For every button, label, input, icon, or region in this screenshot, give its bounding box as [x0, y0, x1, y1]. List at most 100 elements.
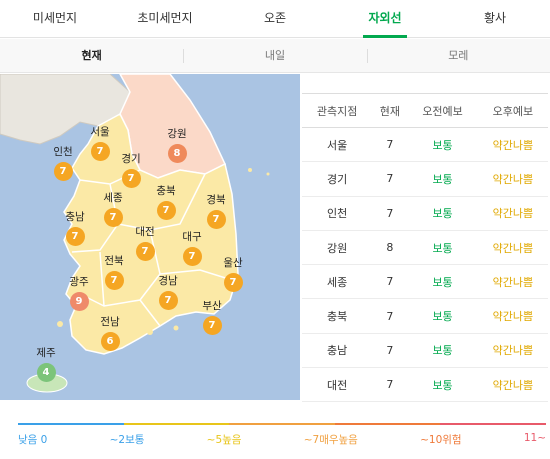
legend-label: 낮음 0 [18, 434, 48, 446]
uv-index-badge: 7 [156, 201, 176, 220]
region-marker-chungbuk[interactable]: 충북 7 [136, 185, 196, 220]
am-forecast-cell: 보통 [407, 367, 478, 403]
uv-index-badge: 7 [90, 142, 110, 161]
am-forecast-cell: 보통 [407, 230, 478, 266]
uv-index-badge: 8 [167, 144, 187, 163]
region-marker-seoul[interactable]: 서울 7 [70, 126, 130, 161]
am-forecast-cell: 보통 [407, 333, 478, 369]
island-shape [147, 329, 153, 335]
tab-today[interactable]: 현재 [81, 49, 102, 62]
col-am-header: 오전예보 [407, 93, 478, 128]
province-borders [71, 169, 233, 327]
island-shape [266, 172, 270, 176]
current-cell: 7 [372, 161, 408, 197]
tab-ozone[interactable]: 오존 [263, 11, 287, 25]
location-cell: 강원 [302, 230, 373, 266]
uv-index-badge: 7 [135, 242, 155, 261]
top-tab-bar: 미세먼지 초미세먼지 오존 자외선 황사 [0, 0, 550, 38]
location-cell: 대전 [302, 367, 373, 403]
legend-segment [123, 423, 230, 425]
pm-forecast-cell: 약간나쁨 [477, 196, 548, 231]
uv-index-badge: 7 [104, 271, 124, 290]
pm-forecast-cell: 약간나쁨 [477, 298, 548, 334]
current-cell: 7 [372, 298, 408, 334]
tab-uv[interactable]: 자외선 [330, 0, 440, 38]
legend-label: ~2보통 [109, 434, 145, 446]
region-marker-sejong[interactable]: 세종 7 [83, 192, 143, 227]
uv-forecast-table: 관측지점 현재 오전예보 오후예보 서울 7 보통 약간나쁨 경기 7 보통 약… [302, 93, 548, 403]
pm-forecast-cell: 약간나쁨 [477, 127, 548, 163]
uv-index-badge: 6 [100, 332, 120, 351]
table-row: 경기 7 보통 약간나쁨 [302, 161, 548, 197]
region-marker-gyeongnam[interactable]: 경남 7 [138, 275, 198, 310]
legend-segment [18, 423, 124, 425]
legend-label: ~7매우높음 [303, 434, 358, 446]
legend-segment [229, 423, 335, 425]
pm-forecast-cell: 약간나쁨 [477, 230, 548, 266]
am-forecast-cell: 보통 [407, 264, 478, 300]
region-marker-jeonbuk[interactable]: 전북 7 [84, 255, 144, 290]
location-cell: 충북 [302, 298, 373, 334]
legend-label: 11~ [523, 432, 546, 444]
region-marker-ulsan[interactable]: 울산 7 [203, 257, 263, 292]
legend-label: ~5높음 [206, 434, 242, 446]
am-forecast-cell: 보통 [407, 127, 478, 163]
location-cell: 서울 [302, 127, 373, 163]
legend-labels: 낮음 0 ~2보통 ~5높음 ~7매우높음 ~10위험 11~ [18, 432, 546, 447]
current-cell: 7 [372, 264, 408, 300]
tab-pm25[interactable]: 초미세먼지 [137, 11, 193, 25]
tab-pm10[interactable]: 미세먼지 [32, 11, 78, 25]
table-row: 세종 7 보통 약간나쁨 [302, 264, 548, 300]
pm-forecast-cell: 약간나쁨 [477, 367, 548, 403]
region-marker-daegu[interactable]: 대구 7 [162, 231, 222, 266]
uv-index-badge: 7 [121, 169, 141, 188]
region-marker-jeonnam[interactable]: 전남 6 [80, 316, 140, 351]
table-row: 인천 7 보통 약간나쁨 [302, 196, 548, 231]
tab-tomorrow[interactable]: 내일 [183, 39, 366, 72]
table-row: 충남 7 보통 약간나쁨 [302, 333, 548, 369]
north-land [0, 74, 131, 145]
col-current-header: 현재 [372, 93, 408, 128]
uv-index-badge: 7 [223, 273, 243, 292]
table-header-row: 관측지점 현재 오전예보 오후예보 [302, 93, 548, 128]
legend-color-bar [18, 423, 546, 425]
uv-index-badge: 4 [36, 363, 56, 382]
pm-forecast-cell: 약간나쁨 [477, 161, 548, 197]
region-marker-busan[interactable]: 부산 7 [182, 300, 242, 335]
tab-yellow-dust[interactable]: 황사 [483, 11, 507, 25]
legend-segment [440, 423, 546, 425]
current-cell: 8 [372, 230, 408, 266]
region-marker-gwangju[interactable]: 광주 9 [49, 276, 109, 311]
table-row: 충북 7 보통 약간나쁨 [302, 298, 548, 334]
legend-label: ~10위험 [420, 434, 462, 446]
current-cell: 7 [372, 367, 408, 403]
region-marker-jeju[interactable]: 제주 4 [16, 347, 76, 382]
region-marker-gyeongbuk[interactable]: 경북 7 [186, 194, 246, 229]
legend-segment [334, 423, 441, 425]
uv-index-badge: 7 [206, 210, 226, 229]
location-cell: 세종 [302, 264, 373, 300]
location-cell: 인천 [302, 196, 373, 231]
uv-index-badge: 7 [53, 162, 73, 181]
day-tab-bar: 현재 내일 모레 [0, 39, 550, 73]
table-row: 서울 7 보통 약간나쁨 [302, 127, 548, 163]
region-marker-incheon[interactable]: 인천 7 [33, 146, 93, 181]
uv-legend: 낮음 0 ~2보통 ~5높음 ~7매우높음 ~10위험 11~ [0, 423, 550, 459]
korea-map-shape [0, 74, 270, 393]
location-cell: 경기 [302, 161, 373, 197]
am-forecast-cell: 보통 [407, 298, 478, 334]
island-shape [248, 168, 252, 172]
korea-uv-map: 서울 7 강원 8 인천 7 경기 7 세종 7 충북 7 경북 7 충남 7 … [0, 74, 300, 400]
current-cell: 7 [372, 196, 408, 231]
region-marker-gyeonggi[interactable]: 경기 7 [101, 153, 161, 188]
tab-day-after-tomorrow[interactable]: 모레 [366, 39, 550, 72]
region-marker-chungnam[interactable]: 충남 7 [45, 211, 105, 246]
table-row: 대전 7 보통 약간나쁨 [302, 367, 548, 403]
uv-index-badge: 7 [182, 247, 202, 266]
col-location-header: 관측지점 [302, 93, 373, 128]
uv-index-badge: 7 [65, 227, 85, 246]
region-marker-gangwon[interactable]: 강원 8 [147, 128, 207, 163]
pm-forecast-cell: 약간나쁨 [477, 333, 548, 369]
pm-forecast-cell: 약간나쁨 [477, 264, 548, 300]
region-marker-daejeon[interactable]: 대전 7 [115, 226, 175, 261]
